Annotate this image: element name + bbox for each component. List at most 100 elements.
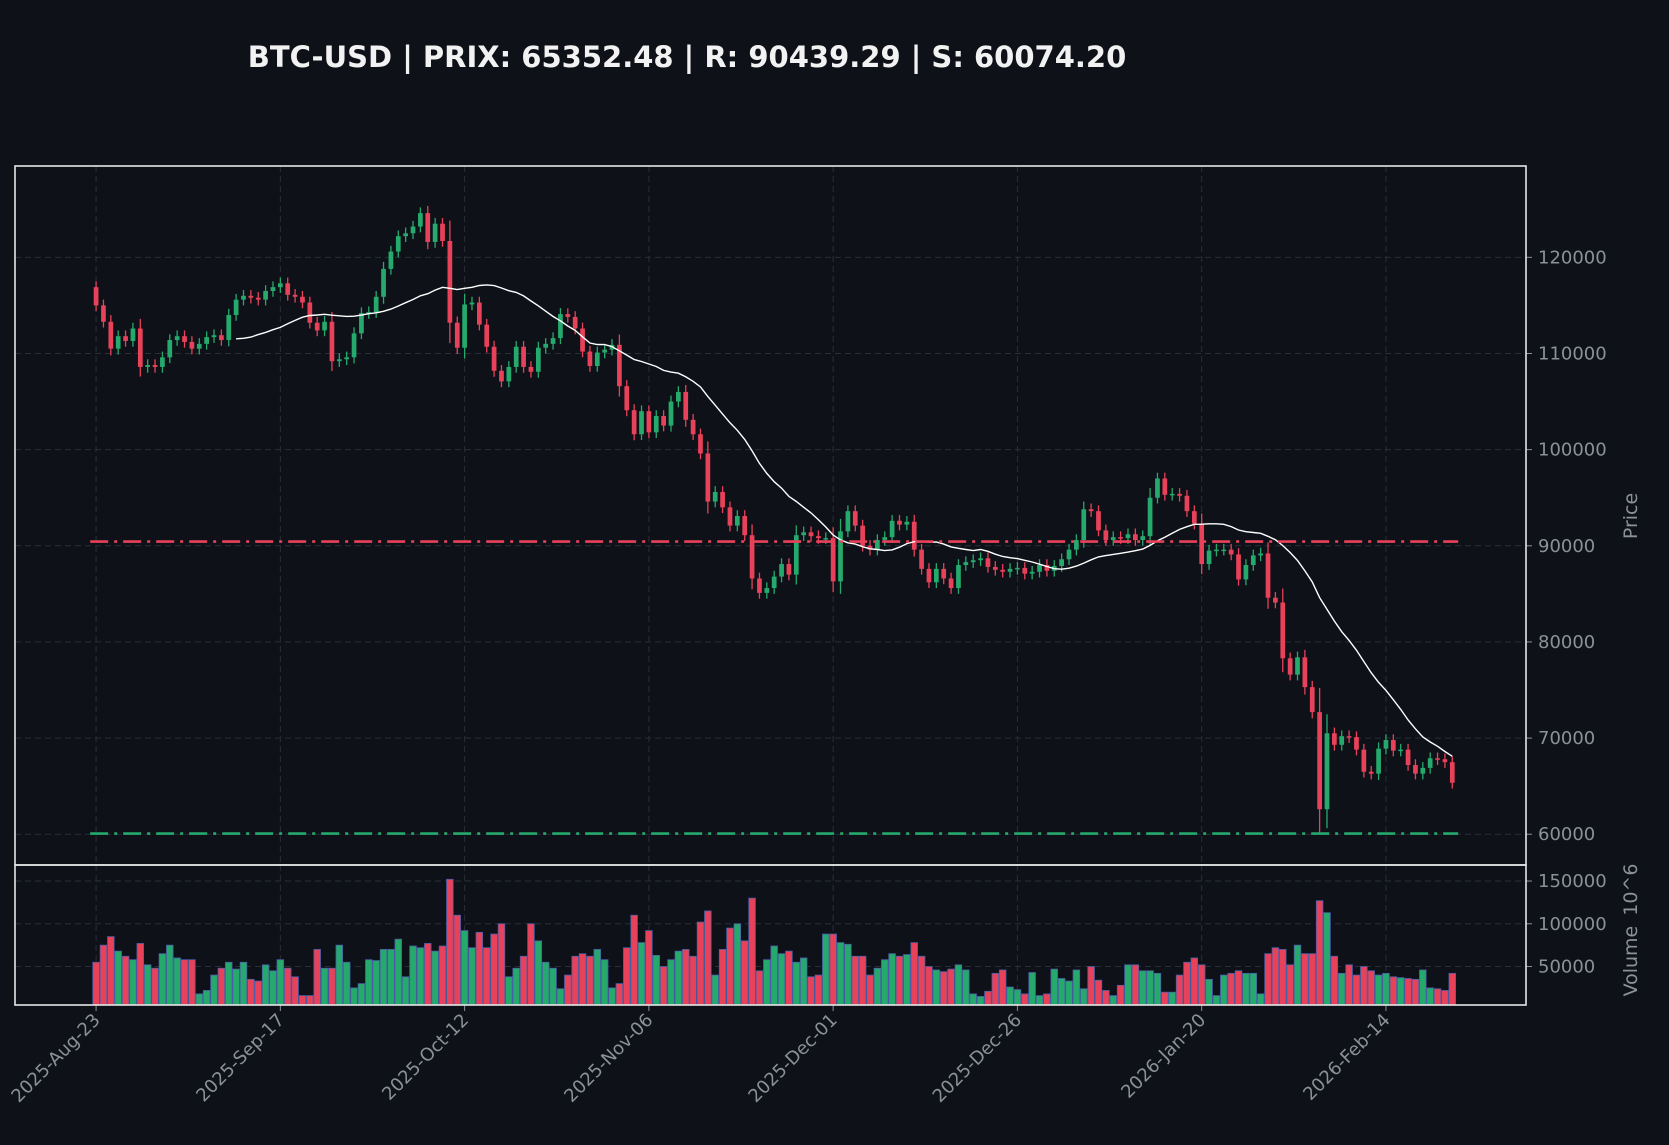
candle-up — [351, 333, 357, 358]
volume-bar — [1131, 964, 1140, 1006]
volume-bar — [954, 964, 963, 1006]
volume-bar — [726, 927, 734, 1006]
volume-bar — [866, 974, 874, 1006]
volume-bar — [652, 955, 660, 1006]
volume-bar — [166, 944, 174, 1006]
candle-up — [1206, 550, 1212, 565]
candle-down — [1184, 495, 1190, 512]
candle-down — [93, 287, 99, 306]
candle-down — [1088, 509, 1094, 512]
candle-down — [720, 491, 725, 508]
volume-bar — [1389, 976, 1398, 1006]
candle-up — [130, 328, 136, 341]
candle-up — [359, 313, 364, 334]
volume-bar — [1013, 989, 1022, 1006]
volume-bar — [1035, 995, 1044, 1006]
candle-down — [1132, 534, 1138, 541]
candle-up — [388, 251, 394, 269]
volume-bar — [895, 955, 904, 1006]
volume-bar — [807, 976, 815, 1006]
volume-bar — [1441, 990, 1449, 1006]
volume-bar — [387, 949, 395, 1006]
volume-bar — [740, 940, 749, 1006]
candle-up — [1383, 740, 1389, 749]
y-axis-label: Price — [1620, 493, 1642, 539]
candle-down — [992, 566, 998, 570]
volume-bar — [991, 972, 1000, 1006]
volume-bar — [365, 959, 373, 1006]
volume-bar — [188, 959, 196, 1006]
volume-bar — [637, 942, 646, 1006]
volume-bar — [1279, 949, 1287, 1006]
volume-bar — [881, 959, 889, 1006]
volume-bar — [431, 950, 439, 1006]
candle-down — [808, 532, 814, 537]
candle-up — [1258, 553, 1264, 556]
volume-bar — [600, 959, 609, 1006]
candle-up — [174, 336, 180, 341]
volume-offset-label: 10^6 — [1620, 864, 1642, 916]
candle-down — [219, 335, 224, 341]
candle-up — [771, 576, 777, 589]
volume-bar — [497, 923, 506, 1006]
candle-down — [108, 321, 114, 349]
candle-up — [550, 338, 556, 344]
candle-up — [1243, 565, 1249, 580]
candle-up — [432, 223, 438, 242]
volume-bar — [1168, 991, 1176, 1006]
candle-up — [1169, 493, 1175, 496]
volume-bar — [335, 944, 344, 1006]
volume-bar — [1286, 964, 1294, 1006]
volume-bar — [107, 936, 115, 1006]
volume-bar — [962, 969, 970, 1006]
volume-bar — [1271, 947, 1280, 1006]
candle-down — [1309, 687, 1315, 713]
volume-bar — [151, 967, 159, 1006]
candle-up — [1250, 555, 1256, 566]
candle-up — [145, 365, 151, 367]
volume-bar — [1175, 974, 1184, 1006]
candle-up — [204, 337, 209, 344]
volume-bar — [534, 940, 543, 1006]
volume-bar — [541, 961, 550, 1006]
candle-down — [255, 297, 261, 300]
volume-bar — [298, 995, 307, 1006]
candle-down — [1442, 759, 1448, 763]
candle-up — [845, 511, 851, 532]
volume-bar — [232, 968, 240, 1006]
candle-up — [1074, 540, 1079, 550]
volume-bar — [313, 949, 321, 1006]
volume-bar — [571, 955, 579, 1006]
candle-down — [123, 336, 128, 341]
volume-tick-label: 100000 — [1538, 914, 1607, 935]
candle-down — [152, 365, 158, 367]
volume-bar — [689, 955, 697, 1006]
sma-line — [236, 284, 1453, 757]
candle-up — [1398, 749, 1404, 752]
volume-bar — [225, 961, 233, 1006]
candle-down — [852, 511, 858, 526]
volume-label: Volume — [1620, 926, 1642, 997]
candle-down — [698, 434, 703, 454]
candle-up — [381, 268, 386, 297]
volume-bar — [556, 988, 565, 1006]
candle-down — [1273, 597, 1278, 603]
volume-bar — [829, 933, 837, 1006]
candle-down — [631, 410, 637, 435]
candle-up — [211, 335, 217, 338]
candle-up — [676, 391, 681, 402]
volume-bar — [1043, 993, 1051, 1006]
volume-bar — [1109, 995, 1117, 1006]
candle-down — [985, 558, 991, 567]
volume-bar — [947, 968, 955, 1006]
candle-down — [1280, 602, 1286, 659]
volume-bar — [239, 961, 248, 1006]
volume-bar — [490, 933, 498, 1006]
volume-bar — [1102, 990, 1110, 1006]
candle-up — [1066, 549, 1072, 560]
volume-bar — [143, 964, 152, 1006]
candle-up — [241, 295, 246, 300]
candle-up — [970, 560, 976, 563]
volume-bar — [1301, 953, 1309, 1006]
volume-bar — [1315, 900, 1324, 1006]
